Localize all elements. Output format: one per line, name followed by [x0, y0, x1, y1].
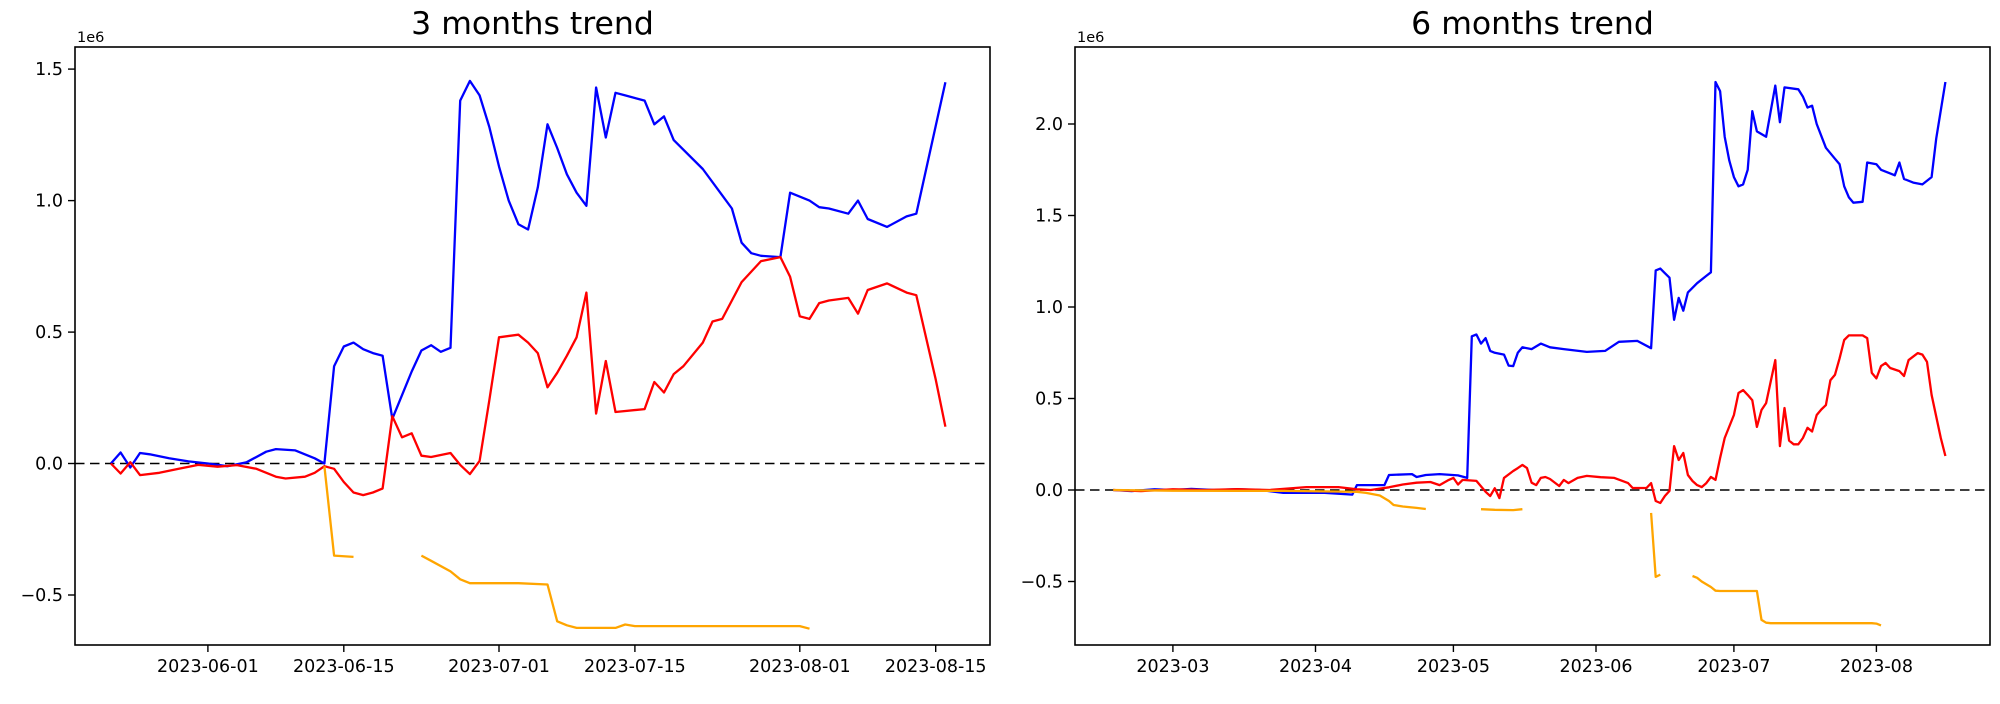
chart-title: 6 months trend [1411, 6, 1654, 42]
right-chart: 2023-03 2023-04 2023-05 2023-06 2023-07 2023-… [1021, 6, 1991, 677]
x-tick-label: 2023-06-01 [157, 657, 259, 677]
blue-series-line [1113, 80, 1947, 496]
red-series-line [110, 255, 947, 497]
x-tick-label: 2023-07 [1697, 657, 1770, 677]
x-tick-label: 2023-08-15 [885, 657, 987, 677]
x-tick-label: 2023-06-15 [293, 657, 395, 677]
orange-series-line [1692, 574, 1882, 627]
y-tick-label: 1.0 [1035, 298, 1063, 318]
x-tick-label: 2023-08-01 [749, 657, 851, 677]
y-axis-offset-label: 1e6 [1077, 30, 1104, 46]
x-tick-label: 2023-03 [1136, 657, 1209, 677]
orange-series-line [1480, 508, 1523, 512]
x-tick-label: 2023-07-15 [584, 657, 686, 677]
y-tick-label: 1.5 [1035, 207, 1063, 227]
x-tick-label: 2023-08 [1840, 657, 1913, 677]
y-tick-label: −0.5 [21, 586, 64, 606]
x-tick-label: 2023-04 [1279, 657, 1352, 677]
left-chart: 2023-06-01 2023-06-15 2023-07-01 2023-07-15… [21, 6, 991, 677]
y-tick-label: 1.5 [35, 60, 63, 80]
red-series-line [1113, 334, 1947, 505]
y-tick-label: 1.0 [35, 192, 63, 212]
blue-series-line [110, 79, 947, 469]
y-axis-offset-label: 1e6 [77, 30, 104, 46]
chart-title: 3 months trend [411, 6, 654, 42]
orange-series-line [323, 466, 354, 559]
y-tick-label: 0.0 [35, 455, 63, 475]
plot-border [74, 46, 991, 646]
y-tick-label: 0.5 [35, 323, 63, 343]
x-tick-label: 2023-06 [1559, 657, 1632, 677]
y-tick-label: −0.5 [1021, 573, 1064, 593]
orange-series-line [1113, 488, 1426, 511]
plot-border [1074, 46, 1991, 646]
x-tick-label: 2023-07-01 [448, 657, 550, 677]
orange-series-line [420, 554, 810, 630]
y-tick-label: 0.0 [1035, 481, 1063, 501]
orange-series-line [1649, 512, 1661, 579]
x-tick-label: 2023-05 [1417, 657, 1490, 677]
y-tick-label: 0.5 [1035, 390, 1063, 410]
y-tick-label: 2.0 [1035, 115, 1063, 135]
